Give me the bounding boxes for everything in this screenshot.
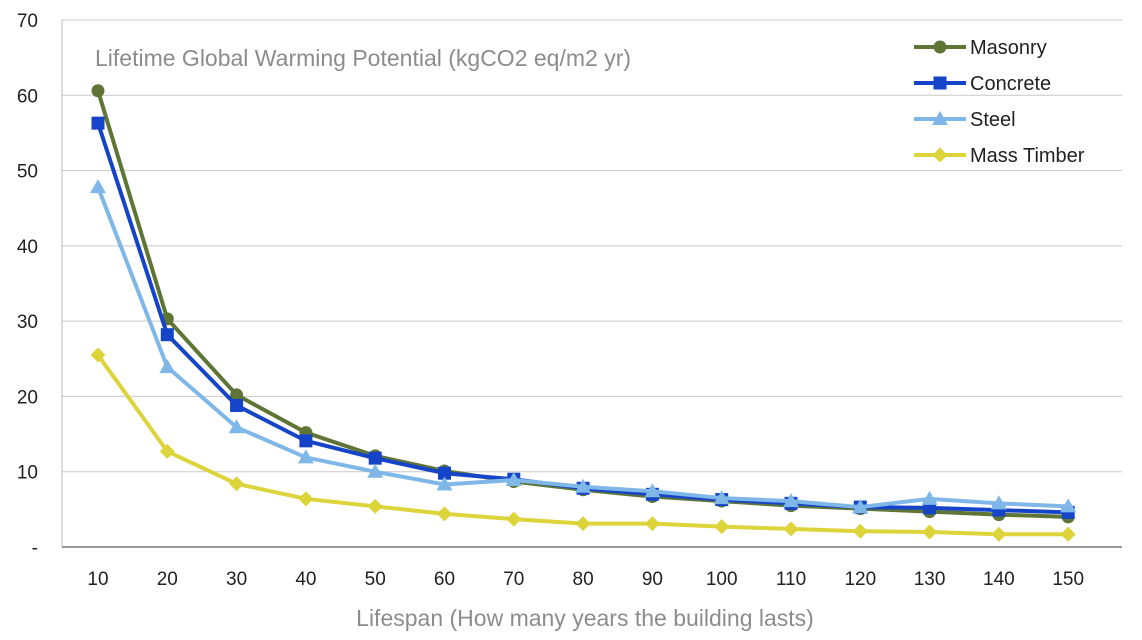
point-mass-timber-150 [1060, 526, 1076, 542]
point-mass-timber-40 [298, 491, 314, 507]
point-mass-timber-70 [506, 511, 522, 527]
x-axis-title: Lifespan (How many years the building la… [356, 605, 814, 631]
legend-label-masonry: Masonry [970, 37, 1047, 59]
point-steel-20 [159, 359, 176, 374]
point-mass-timber-120 [852, 523, 868, 539]
series-group [90, 84, 1077, 542]
x-tick-label-80: 80 [573, 569, 594, 590]
point-steel-40 [297, 449, 314, 464]
legend: Masonry Concrete Steel Mass Timber [914, 37, 1085, 167]
legend-label-mass-timber: Mass Timber [970, 145, 1085, 167]
x-tick-label-110: 110 [776, 569, 806, 590]
point-steel-100 [713, 490, 730, 505]
x-tick-label-130: 130 [914, 569, 946, 590]
point-mass-timber-50 [367, 498, 383, 514]
y-tick-label-60: 60 [17, 86, 38, 107]
series-masonry [91, 84, 1075, 524]
x-tick-label-10: 10 [87, 569, 108, 590]
axes: - 10 20 30 40 50 60 70 10 20 30 40 50 60 70 80 90 100 110 1… [17, 11, 1122, 590]
point-concrete-50 [368, 451, 382, 465]
point-steel-80 [575, 478, 592, 493]
point-mass-timber-140 [991, 526, 1007, 542]
point-steel-120 [852, 499, 869, 514]
x-tick-label-120: 120 [844, 569, 876, 590]
point-mass-timber-10 [90, 347, 106, 363]
point-mass-timber-110 [783, 521, 799, 537]
point-concrete-60 [438, 466, 451, 480]
legend-marker-concrete [933, 76, 947, 90]
point-masonry-10 [91, 84, 105, 98]
legend-marker-masonry [933, 40, 947, 54]
point-concrete-20 [160, 328, 174, 342]
x-tick-label-40: 40 [295, 569, 316, 590]
legend-label-steel: Steel [970, 109, 1016, 131]
point-steel-140 [990, 495, 1007, 510]
point-steel-150 [1060, 498, 1077, 513]
point-mass-timber-130 [922, 524, 938, 540]
point-mass-timber-90 [644, 516, 660, 532]
legend-item-steel: Steel [914, 109, 1016, 131]
series-line-concrete [96, 122, 1069, 515]
point-steel-70 [505, 471, 522, 486]
x-tick-label-90: 90 [642, 569, 663, 590]
point-masonry-30 [230, 388, 244, 402]
point-steel-130 [921, 490, 938, 505]
series-concrete [91, 116, 1075, 519]
y-tick-label-70: 70 [17, 11, 38, 32]
point-mass-timber-60 [437, 506, 452, 522]
point-mass-timber-20 [159, 443, 175, 459]
x-tick-label-140: 140 [983, 569, 1015, 590]
y-tick-label-30: 30 [17, 312, 38, 333]
x-tick-label-50: 50 [365, 569, 386, 590]
legend-item-masonry: Masonry [914, 37, 1047, 59]
x-tick-label-150: 150 [1052, 569, 1084, 590]
point-concrete-30 [230, 398, 244, 412]
x-tick-label-30: 30 [226, 569, 247, 590]
series-line-steel [96, 186, 1069, 510]
y-tick-label-0: - [32, 538, 38, 559]
gridlines [62, 19, 1122, 473]
point-mass-timber-30 [229, 476, 245, 492]
legend-marker-mass-timber [932, 147, 948, 163]
point-concrete-10 [91, 116, 105, 130]
series-mass-timber [90, 347, 1076, 542]
x-tick-label-60: 60 [434, 569, 455, 590]
series-steel [90, 179, 1077, 514]
point-steel-50 [367, 463, 384, 478]
y-tick-label-50: 50 [17, 162, 38, 183]
point-mass-timber-100 [714, 519, 730, 535]
x-tick-label-100: 100 [706, 569, 738, 590]
point-steel-110 [783, 493, 799, 508]
point-mass-timber-80 [575, 516, 591, 532]
legend-item-mass-timber: Mass Timber [914, 145, 1085, 167]
chart-title: Lifetime Global Warming Potential (kgCO2… [95, 45, 631, 71]
legend-marker-steel [932, 111, 948, 125]
x-tick-label-70: 70 [503, 569, 524, 590]
point-steel-60 [436, 476, 453, 491]
y-tick-label-40: 40 [17, 237, 38, 258]
point-steel-90 [644, 483, 661, 498]
y-tick-label-10: 10 [17, 463, 38, 484]
legend-item-concrete: Concrete [914, 73, 1051, 95]
point-concrete-40 [299, 434, 313, 448]
y-tick-label-20: 20 [17, 387, 38, 408]
x-tick-label-20: 20 [157, 569, 178, 590]
legend-label-concrete: Concrete [970, 73, 1051, 95]
point-steel-30 [228, 419, 245, 434]
point-steel-10 [90, 179, 106, 194]
